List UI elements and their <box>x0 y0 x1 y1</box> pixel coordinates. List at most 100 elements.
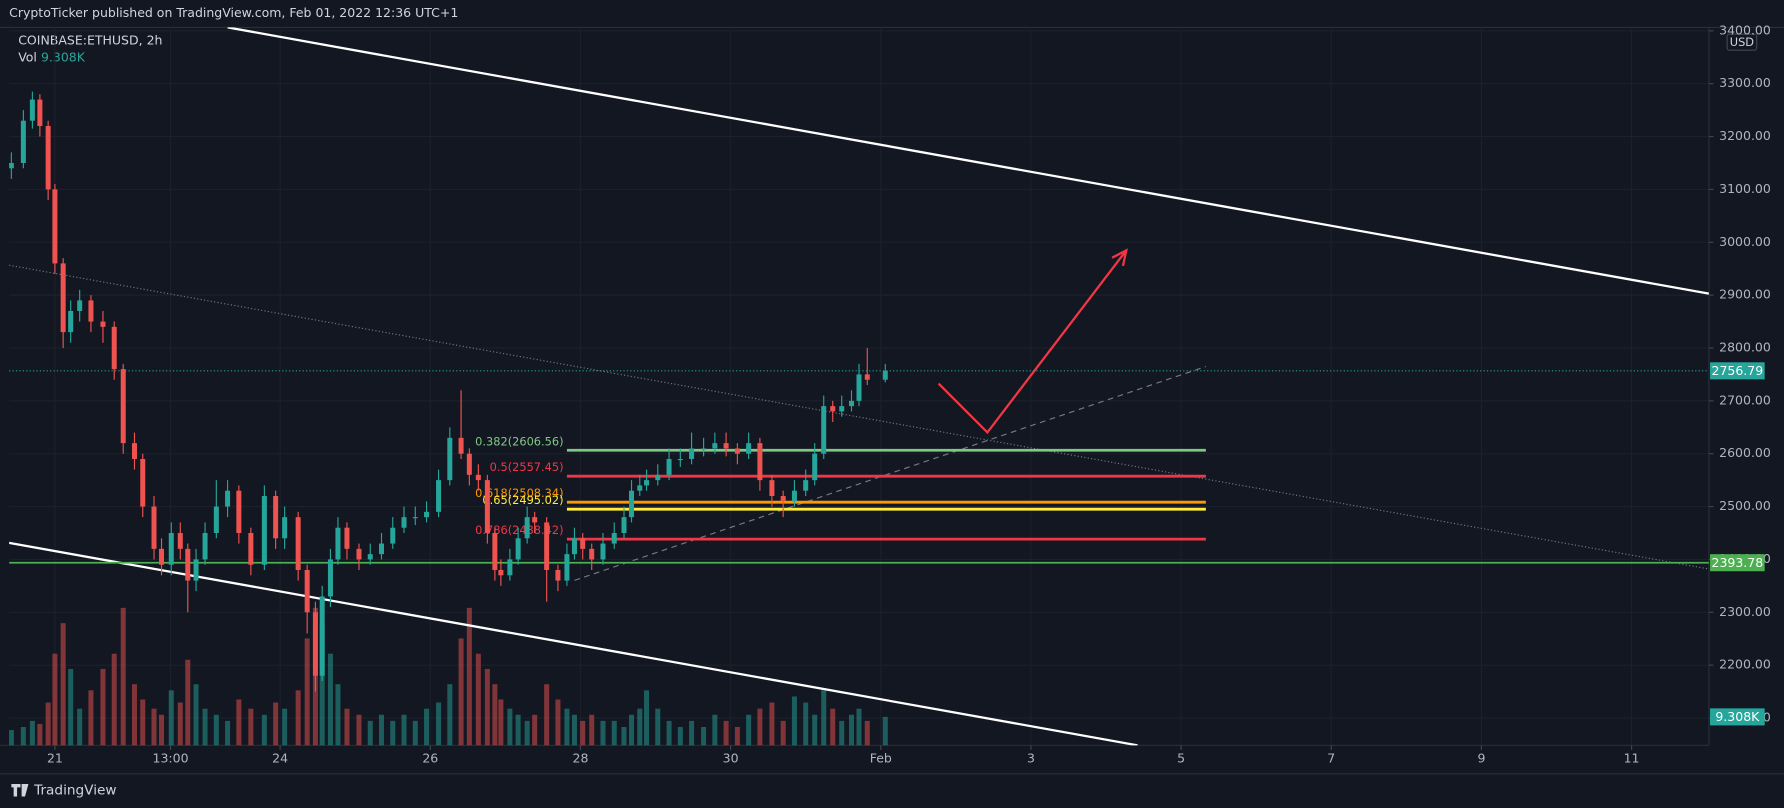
candle-body <box>100 321 106 327</box>
volume-bar <box>88 690 94 746</box>
candle-body <box>637 485 643 491</box>
plot-area: 0.382(2606.56) 0.5(2557.45) 0.618(2508.34)… <box>9 27 1709 746</box>
candle-body <box>282 517 288 539</box>
level-label: 2393.78 <box>1712 555 1764 570</box>
candle-body <box>507 559 513 576</box>
candle-body <box>177 532 183 549</box>
volume-bar <box>367 720 373 746</box>
volume-bar <box>580 720 586 746</box>
x-tick-label: 21 <box>47 750 63 765</box>
volume-bar <box>701 726 707 746</box>
volume-bar <box>856 708 862 746</box>
candle-body <box>882 370 888 380</box>
candle-body <box>273 495 279 539</box>
volume-bar <box>571 714 577 746</box>
volume-bar <box>140 699 146 746</box>
candle-body <box>555 569 561 581</box>
volume-bar <box>629 714 635 746</box>
candle-body <box>202 532 208 560</box>
candle-body <box>356 548 362 560</box>
candle-body <box>524 517 530 539</box>
candle-body <box>327 559 333 597</box>
volume-bar <box>273 702 279 746</box>
volume-bar <box>839 720 845 746</box>
candle-body <box>401 517 407 528</box>
candle-body <box>532 517 538 523</box>
volume-bar <box>213 714 219 746</box>
volume-bar <box>100 668 106 746</box>
volume-bar <box>356 714 362 746</box>
y-tick-label: 2700.00 <box>1719 392 1771 407</box>
candle-body <box>734 448 740 454</box>
volume-bar <box>29 720 35 746</box>
candle-body <box>60 263 66 333</box>
volume-bar <box>111 653 117 746</box>
volume-bar <box>436 702 442 746</box>
candle-body <box>821 406 827 454</box>
volume-bar <box>458 638 464 746</box>
volume-bar <box>515 714 521 746</box>
candle-body <box>712 443 718 449</box>
candle-body <box>723 443 729 449</box>
candle-body <box>769 480 775 496</box>
arrow-head <box>1111 248 1128 267</box>
candle-body <box>236 490 242 533</box>
candle-body <box>436 480 442 512</box>
x-tick-label: 5 <box>1177 750 1185 765</box>
candle-body <box>839 406 845 412</box>
x-tick-label: 7 <box>1327 750 1335 765</box>
volume-bar <box>812 714 818 746</box>
candle-body <box>580 538 586 549</box>
volume-label-box <box>1710 708 1765 726</box>
volume-bar <box>159 714 165 746</box>
candle-body <box>629 490 635 518</box>
volume-bar <box>319 623 325 746</box>
candle-body <box>677 458 683 461</box>
volume-bar <box>723 720 729 746</box>
volume-bar <box>236 699 242 746</box>
volume-bar <box>532 714 538 746</box>
fib-label: 0.382(2606.56) <box>475 434 563 448</box>
candle-body <box>213 506 219 533</box>
candle-body <box>864 374 870 380</box>
volume-bar <box>791 696 797 746</box>
volume-bar <box>769 702 775 746</box>
volume-bar <box>37 723 43 746</box>
volume-bar <box>185 659 191 746</box>
candle-body <box>111 326 117 370</box>
volume-bar <box>304 638 310 746</box>
volume-bar <box>589 714 595 746</box>
x-tick-label: 24 <box>272 750 288 765</box>
volume-bar <box>637 708 643 746</box>
volume-bar <box>151 708 157 746</box>
candle-body <box>655 474 661 481</box>
candle-body <box>447 437 453 481</box>
level-label-box <box>1710 554 1765 572</box>
volume-bar <box>830 708 836 746</box>
candle-body <box>757 443 763 481</box>
header: CryptoTicker published on TradingView.co… <box>9 5 458 20</box>
volume-bar <box>466 607 472 746</box>
volume-bar <box>20 726 26 746</box>
candle-body <box>475 474 481 481</box>
volume-bar <box>77 708 83 746</box>
volume-bar <box>780 720 786 746</box>
candle-body <box>261 495 267 565</box>
candle-body <box>746 443 752 454</box>
candle-body <box>515 538 521 560</box>
candle-body <box>412 517 418 519</box>
volume-bar <box>45 702 51 746</box>
volume-bar <box>882 716 888 746</box>
candle-body <box>52 189 58 264</box>
candle-body <box>159 548 165 565</box>
y-tick-label: 3400.00 <box>1719 22 1771 37</box>
volume-bar <box>327 653 333 746</box>
volume-bar <box>295 690 301 746</box>
candle-body <box>335 527 341 560</box>
trend-line <box>937 249 1128 435</box>
volume-bar <box>564 708 570 746</box>
volume-bar <box>848 714 855 746</box>
candle-body <box>9 162 14 169</box>
